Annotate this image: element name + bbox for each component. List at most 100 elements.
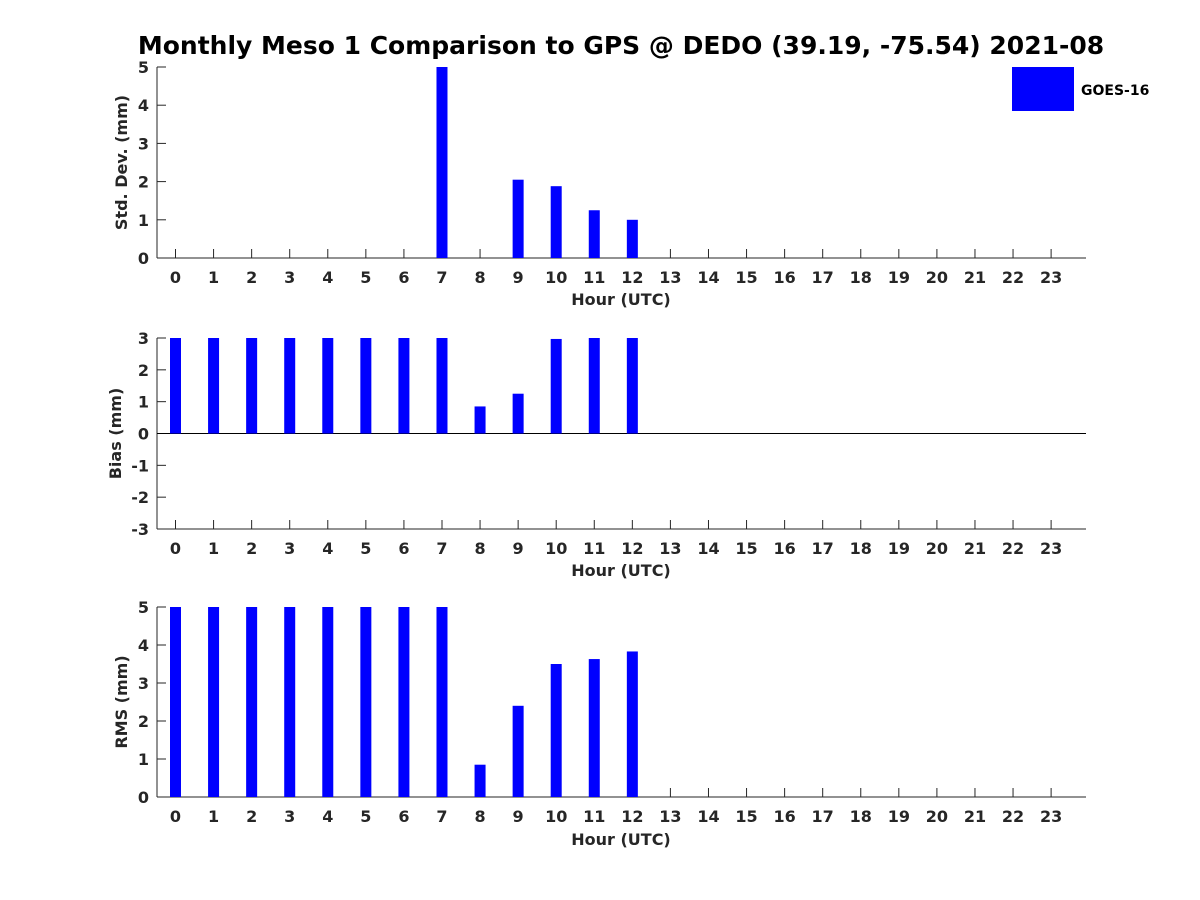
bar	[626, 219, 638, 258]
x-tick-label: 14	[697, 539, 719, 558]
x-tick-label: 5	[360, 539, 371, 558]
bar	[398, 338, 410, 434]
bar	[208, 607, 220, 797]
bar	[360, 338, 372, 434]
bar	[170, 338, 181, 434]
x-tick-label: 5	[360, 807, 371, 826]
y-tick-label: 2	[138, 173, 149, 192]
x-tick-label: 4	[322, 807, 333, 826]
x-tick-label: 10	[545, 539, 567, 558]
y-tick-label: 2	[138, 361, 149, 380]
y-tick-label: 5	[138, 598, 149, 617]
bar	[626, 651, 638, 797]
x-tick-label: 13	[659, 268, 681, 287]
x-tick-label: 12	[621, 539, 643, 558]
x-tick-label: 18	[850, 539, 872, 558]
x-tick-label: 18	[850, 268, 872, 287]
x-tick-label: 4	[322, 268, 333, 287]
legend-label: GOES-16	[1081, 83, 1149, 99]
x-axis-label: Hour (UTC)	[571, 290, 671, 309]
bar	[398, 607, 410, 797]
y-axis-label: Std. Dev. (mm)	[112, 95, 131, 230]
x-tick-label: 15	[735, 268, 757, 287]
y-tick-label: 1	[138, 211, 149, 230]
bar	[474, 764, 486, 797]
y-axis-label: Bias (mm)	[106, 388, 125, 480]
x-tick-label: 12	[621, 807, 643, 826]
x-tick-label: 13	[659, 807, 681, 826]
x-tick-label: 3	[284, 268, 295, 287]
y-tick-label: 3	[138, 134, 149, 153]
x-tick-label: 11	[583, 539, 605, 558]
x-tick-label: 21	[964, 807, 986, 826]
x-tick-label: 11	[583, 807, 605, 826]
x-tick-label: 9	[513, 268, 524, 287]
x-tick-label: 20	[926, 268, 948, 287]
x-tick-label: 18	[850, 807, 872, 826]
bar	[322, 338, 334, 434]
x-tick-label: 14	[697, 807, 719, 826]
y-tick-label: 3	[138, 329, 149, 348]
x-tick-label: 19	[888, 268, 910, 287]
y-tick-label: -2	[131, 488, 149, 507]
x-tick-label: 23	[1040, 268, 1062, 287]
x-tick-label: 8	[474, 807, 485, 826]
bar	[436, 607, 448, 797]
bar	[436, 67, 448, 258]
bar	[550, 664, 562, 797]
y-tick-label: 1	[138, 750, 149, 769]
x-tick-label: 7	[436, 268, 447, 287]
x-tick-label: 17	[812, 807, 834, 826]
bar	[360, 607, 372, 797]
x-tick-label: 12	[621, 268, 643, 287]
x-tick-label: 6	[398, 268, 409, 287]
legend: GOES-16	[1012, 67, 1149, 111]
x-tick-label: 23	[1040, 539, 1062, 558]
x-tick-label: 19	[888, 807, 910, 826]
y-tick-label: -1	[131, 456, 149, 475]
x-tick-label: 1	[208, 268, 219, 287]
x-tick-label: 10	[545, 807, 567, 826]
figure-title: Monthly Meso 1 Comparison to GPS @ DEDO …	[138, 31, 1104, 60]
x-tick-label: 9	[513, 539, 524, 558]
bar	[512, 705, 524, 797]
x-tick-label: 20	[926, 807, 948, 826]
x-tick-label: 17	[812, 268, 834, 287]
bar	[512, 393, 524, 434]
bar	[208, 338, 220, 434]
x-tick-label: 16	[773, 807, 795, 826]
bar	[474, 406, 486, 434]
bar	[170, 607, 181, 797]
x-tick-label: 22	[1002, 539, 1024, 558]
x-tick-label: 17	[812, 539, 834, 558]
x-tick-label: 16	[773, 539, 795, 558]
bar	[246, 338, 258, 434]
y-axis-label: RMS (mm)	[112, 655, 131, 748]
y-tick-label: 5	[138, 58, 149, 77]
x-tick-label: 15	[735, 539, 757, 558]
x-tick-label: 9	[513, 807, 524, 826]
bar	[512, 179, 524, 258]
x-tick-label: 8	[474, 539, 485, 558]
y-tick-label: 0	[138, 788, 149, 807]
x-tick-label: 22	[1002, 807, 1024, 826]
x-tick-label: 2	[246, 539, 257, 558]
legend-swatch	[1012, 67, 1074, 111]
bar	[626, 338, 638, 434]
x-tick-label: 0	[170, 268, 181, 287]
bar	[284, 607, 296, 797]
bar	[588, 210, 600, 258]
bar	[588, 338, 600, 434]
x-tick-label: 20	[926, 539, 948, 558]
bar	[322, 607, 334, 797]
x-tick-label: 0	[170, 539, 181, 558]
x-tick-label: 21	[964, 539, 986, 558]
x-tick-label: 23	[1040, 807, 1062, 826]
y-tick-label: 0	[138, 425, 149, 444]
x-tick-label: 7	[436, 807, 447, 826]
y-tick-label: 3	[138, 674, 149, 693]
x-tick-label: 13	[659, 539, 681, 558]
x-tick-label: 2	[246, 807, 257, 826]
